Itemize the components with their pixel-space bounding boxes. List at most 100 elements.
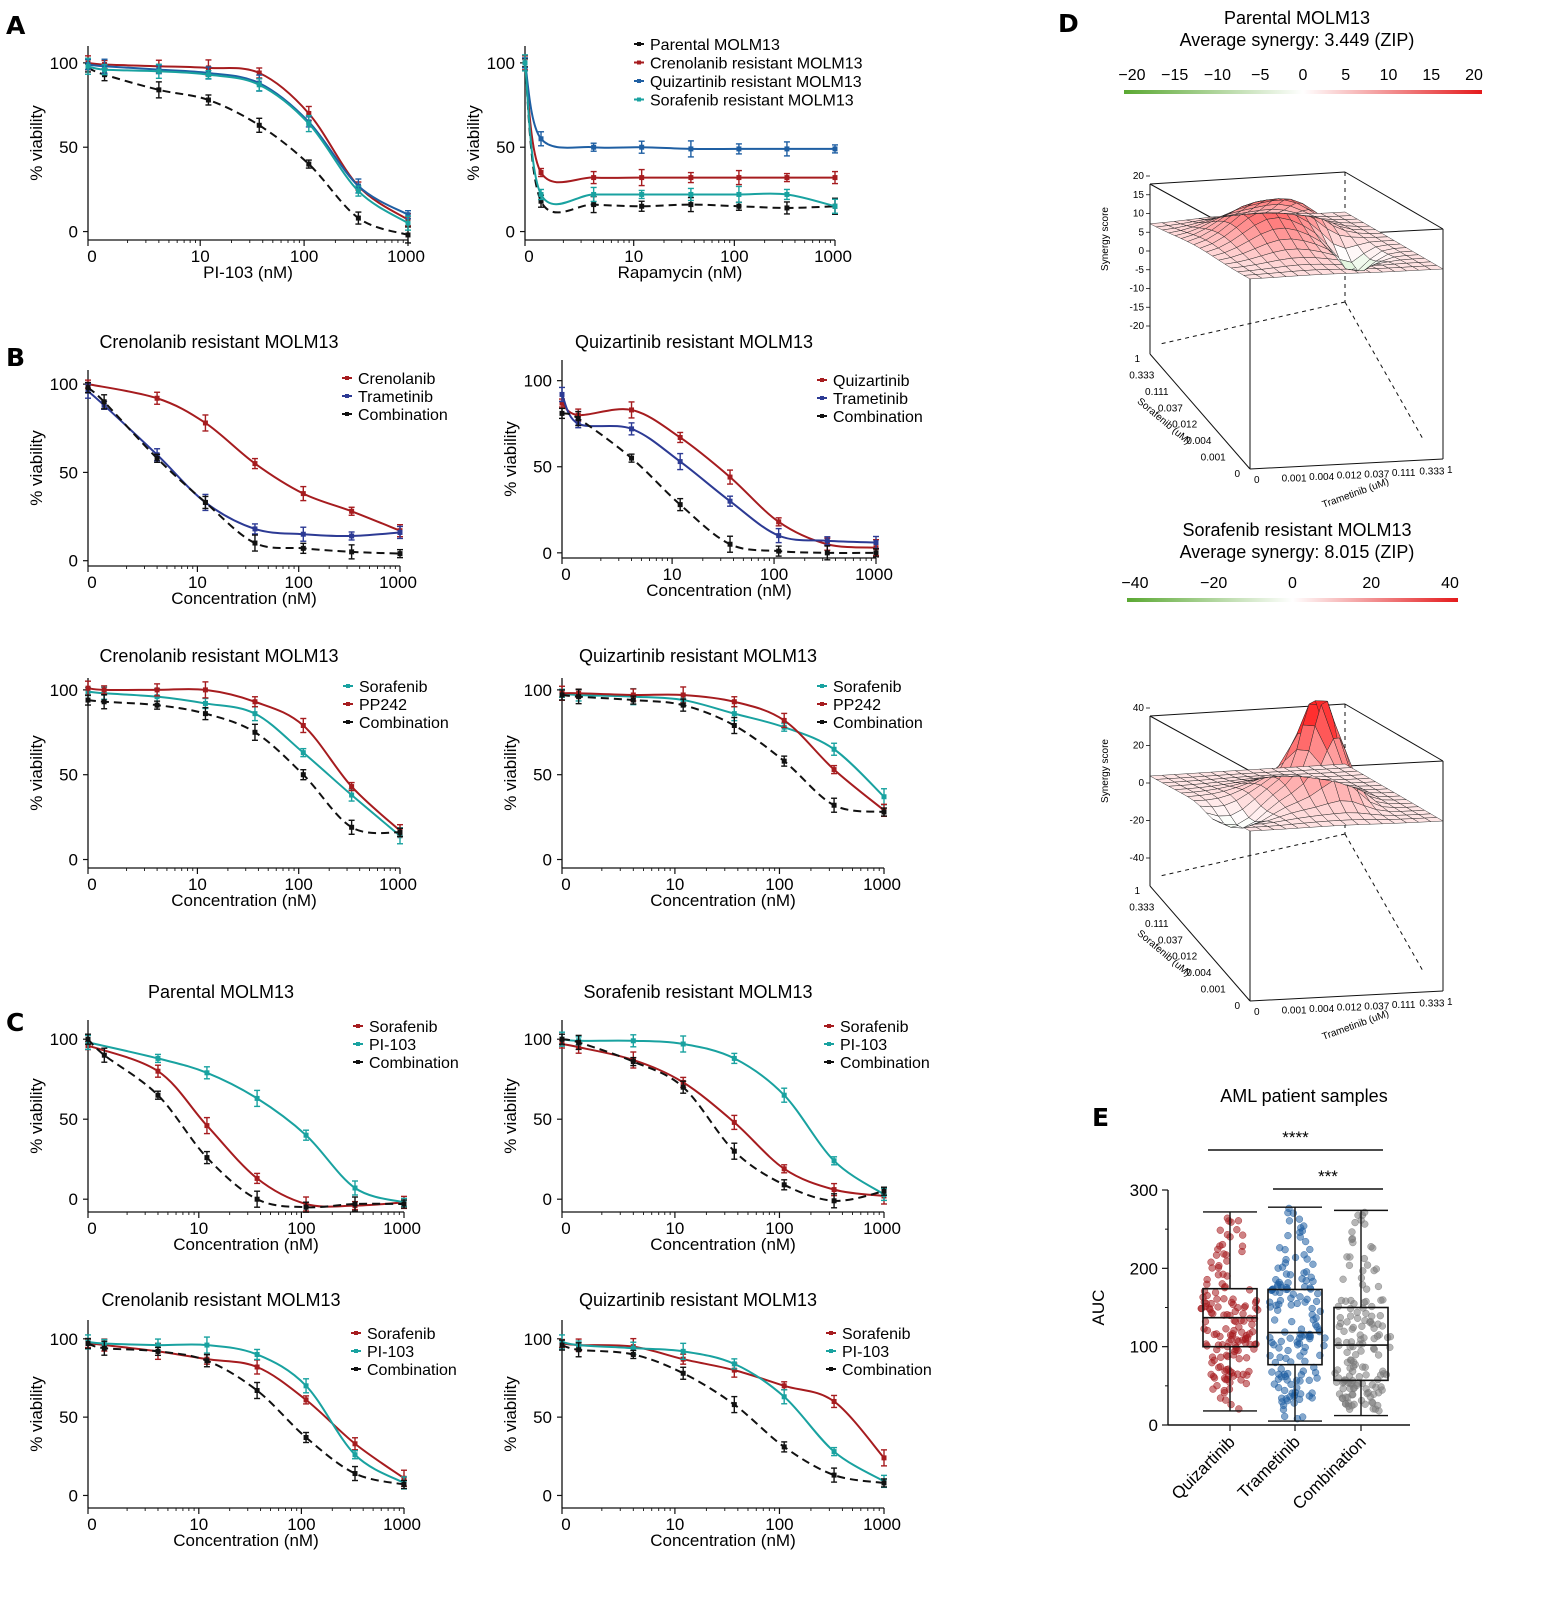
legend-label: Trametinib	[358, 389, 433, 406]
z-tick-label: -10	[1130, 284, 1145, 295]
y-axis-label: % viability	[27, 105, 46, 181]
data-point	[254, 1364, 260, 1370]
data-point	[1370, 1266, 1378, 1275]
data-point	[575, 416, 581, 422]
data-point	[1339, 1275, 1347, 1283]
sorafenib-dose-label: 0.333	[1129, 902, 1154, 913]
z-tick-label: -20	[1130, 321, 1145, 332]
data-point	[1239, 1231, 1247, 1239]
data-point	[306, 121, 312, 127]
data-point	[85, 697, 91, 703]
y-tick-label: 100	[1130, 1338, 1158, 1357]
y-axis-label: % viability	[464, 105, 483, 181]
legend-label: Trametinib	[833, 391, 908, 408]
data-point	[538, 170, 544, 176]
data-point	[736, 146, 742, 152]
legend-label: PI-103	[842, 1344, 889, 1361]
x-axis-label: Concentration (nM)	[650, 1235, 796, 1254]
data-point	[1234, 1304, 1242, 1312]
legend-marker	[637, 97, 641, 102]
data-point	[781, 758, 787, 764]
series-line-combination	[561, 1038, 885, 1202]
data-point	[576, 694, 582, 700]
x-tick-label: 10	[189, 1219, 208, 1238]
legend-marker	[354, 1367, 358, 1371]
data-point	[349, 508, 355, 514]
y-tick-label: 100	[50, 1330, 78, 1349]
legend-marker	[356, 1042, 360, 1046]
box-edge	[1344, 703, 1444, 762]
data-point	[256, 70, 262, 76]
x-tick-label: Trametinib	[1234, 1432, 1304, 1502]
z-tick-label: 15	[1133, 190, 1145, 201]
legend-marker	[356, 1024, 360, 1028]
x-tick-label: 10	[188, 573, 207, 592]
chart-title: Quizartinib resistant MOLM13	[575, 332, 813, 352]
data-point	[680, 1041, 686, 1047]
y-tick-label: 50	[496, 138, 515, 157]
data-point	[591, 191, 597, 197]
y-axis-label: AUC	[1089, 1290, 1108, 1326]
data-point	[300, 750, 306, 756]
legend-label: PP242	[833, 697, 881, 714]
data-point	[1296, 1293, 1304, 1301]
data-point	[831, 1398, 837, 1404]
trametinib-dose-label: 0.037	[1364, 469, 1389, 480]
data-point	[1293, 1341, 1302, 1349]
data-point	[1350, 1384, 1358, 1393]
z-tick-label: 20	[1133, 741, 1145, 752]
colorbar-tick: −10	[1204, 67, 1231, 84]
data-point	[349, 784, 355, 790]
x-tick-label: 10	[665, 1219, 684, 1238]
data-point	[831, 1158, 837, 1164]
data-point	[252, 711, 258, 717]
data-point	[101, 399, 107, 405]
data-point	[85, 685, 91, 691]
data-point	[873, 540, 879, 546]
data-point	[1359, 1363, 1367, 1371]
data-point	[639, 144, 645, 150]
data-point	[1268, 1338, 1276, 1347]
series-line-trametinib	[87, 390, 401, 538]
data-point	[1351, 1218, 1359, 1227]
data-point	[405, 232, 411, 238]
data-point	[1363, 1261, 1372, 1269]
series-line-pi-103	[87, 1340, 405, 1484]
legend-label: Combination	[833, 409, 923, 426]
legend-marker	[827, 1042, 831, 1046]
data-point	[254, 1388, 260, 1393]
data-point	[677, 502, 683, 508]
trametinib-dose-label: 0.333	[1419, 466, 1444, 477]
data-point	[1216, 1226, 1224, 1234]
data-point	[1277, 1365, 1285, 1373]
x-tick-label: 0	[524, 247, 533, 266]
surface-cell	[1424, 817, 1444, 822]
data-point	[1207, 1309, 1216, 1317]
series-line-combination	[561, 1344, 885, 1484]
data-point	[639, 191, 645, 197]
data-point	[1214, 1271, 1223, 1279]
legend-label: Combination	[359, 715, 449, 732]
data-point	[1274, 1383, 1283, 1392]
trametinib-dose-label: 0.001	[1282, 474, 1307, 485]
data-point	[881, 1480, 887, 1486]
data-point	[881, 1455, 887, 1461]
data-point	[873, 550, 879, 556]
y-tick-label: 0	[506, 223, 515, 242]
y-tick-label: 50	[533, 766, 552, 785]
data-point	[784, 191, 790, 197]
legend-marker	[345, 394, 349, 398]
data-point	[1242, 1379, 1251, 1388]
x-tick-label: 100	[720, 247, 748, 266]
x-tick-label: 100	[765, 875, 793, 894]
legend-marker	[829, 1349, 833, 1353]
data-point	[1222, 1351, 1231, 1359]
legend-marker	[637, 42, 641, 46]
legend-marker	[345, 412, 349, 416]
data-point	[1249, 1328, 1257, 1336]
chart-title: Crenolanib resistant MOLM13	[101, 1290, 340, 1310]
data-point	[559, 410, 565, 416]
box-edge	[1149, 171, 1346, 185]
